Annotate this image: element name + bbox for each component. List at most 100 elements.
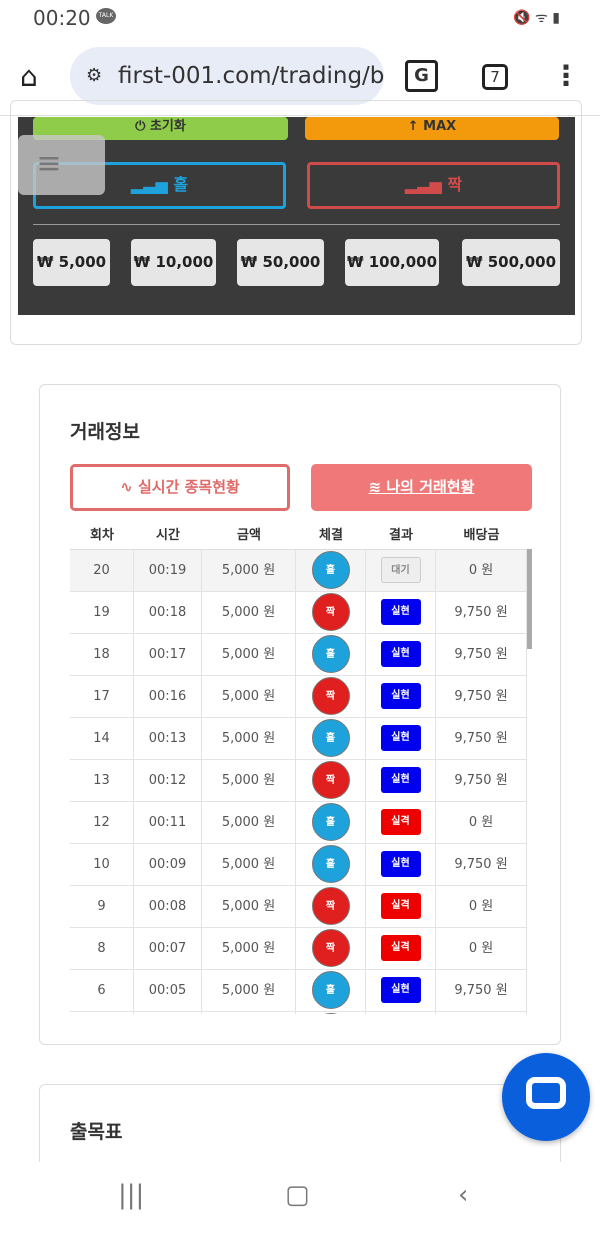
result-badge: 실현 <box>380 767 421 793</box>
divider <box>33 224 560 225</box>
cell: 9,750 원 <box>436 634 527 675</box>
cell: 18 <box>70 634 134 675</box>
cell: 대기 <box>366 550 436 591</box>
table-row: 13 00:12 5,000 원 짝 실현 9,750 원 <box>70 760 527 802</box>
cell: 12 <box>70 802 134 843</box>
cell: 00:05 <box>134 970 202 1011</box>
tab-my-trades[interactable]: ≋ 나의 거래현황 <box>311 464 532 511</box>
cell: 0 원 <box>436 802 527 843</box>
pick-badge: 홀 <box>311 551 350 589</box>
cell: 5,000 원 <box>202 718 296 759</box>
cell: 5,000 원 <box>202 886 296 927</box>
table-scrollbar[interactable] <box>527 549 532 649</box>
cell: 실현 <box>366 718 436 759</box>
table-row: 12 00:11 5,000 원 홀 실격 0 원 <box>70 802 527 844</box>
reset-button[interactable]: ⏻ 초기화 <box>33 117 288 140</box>
column-header: 체결 <box>319 528 343 543</box>
cell: 실현 <box>366 844 436 885</box>
amount-100000-button[interactable]: ₩ 100,000 <box>345 239 439 286</box>
column-header: 배당금 <box>463 528 500 543</box>
cell: 실현 <box>366 634 436 675</box>
table-row: 18 00:17 5,000 원 홀 실현 9,750 원 <box>70 634 527 676</box>
pick-badge: 홀 <box>311 719 350 757</box>
cell: 홀 <box>296 970 366 1011</box>
tab-realtime[interactable]: ∿ 실시간 종목현황 <box>70 464 290 511</box>
cell: 14 <box>70 718 134 759</box>
column-header: 금액 <box>237 528 261 543</box>
cell: 9,750 원 <box>436 718 527 759</box>
cell: 5,000 원 <box>202 928 296 969</box>
cell: 짝 <box>296 676 366 717</box>
column-header: 시간 <box>156 528 180 543</box>
amount-50000-button[interactable]: ₩ 50,000 <box>237 239 324 286</box>
address-bar[interactable]: ⚙ first-001.com/trading/b <box>70 47 384 105</box>
cell: 5,000 원 <box>202 676 296 717</box>
cell: 실격 <box>366 886 436 927</box>
home-icon[interactable]: ⌂ <box>20 60 38 93</box>
cell: 9 <box>70 886 134 927</box>
cell: 홀 <box>296 718 366 759</box>
system-nav-bar: ||| ▢ ‹ <box>0 1162 600 1233</box>
more-menu-icon[interactable]: ⋮ <box>552 59 580 92</box>
pick-badge: 짝 <box>311 593 350 631</box>
cell: 0 원 <box>436 550 527 591</box>
cell: 17 <box>70 676 134 717</box>
site-settings-icon[interactable]: ⚙ <box>86 65 103 86</box>
cell: 짝 <box>296 592 366 633</box>
result-badge: 실격 <box>380 893 421 919</box>
cell: 홀 <box>296 550 366 591</box>
cell: 00:19 <box>134 550 202 591</box>
home-nav-icon[interactable]: ▢ <box>285 1180 310 1210</box>
pick-badge: 짝 <box>311 1013 350 1014</box>
trade-table[interactable]: 20 00:19 5,000 원 홀 대기 0 원 19 00:18 5,000 원 짝 실현 9,7… <box>70 549 527 1014</box>
url-text: first-001.com/trading/b <box>118 63 384 89</box>
result-badge: 실현 <box>380 683 421 709</box>
cell: 9,750 원 <box>436 760 527 801</box>
column-header: 회차 <box>90 528 114 543</box>
cell: 실격 <box>366 928 436 969</box>
cell: 짝 <box>296 1012 366 1014</box>
amount-500000-button[interactable]: ₩ 500,000 <box>462 239 560 286</box>
table-row: 20 00:19 5,000 원 홀 대기 0 원 <box>70 550 527 592</box>
translate-icon[interactable]: G <box>405 60 438 92</box>
cell: 짝 <box>296 886 366 927</box>
recents-icon[interactable]: ||| <box>118 1180 145 1210</box>
section-title: 출목표 <box>70 1121 123 1143</box>
odd-label: 홀 <box>173 175 189 194</box>
amount-5000-button[interactable]: ₩ 5,000 <box>33 239 110 286</box>
cell <box>70 1012 134 1014</box>
cell: 짝 <box>296 760 366 801</box>
tab-my-trades-label: 나의 거래현황 <box>386 478 475 496</box>
browser-toolbar: ⌂ ⚙ first-001.com/trading/b G 7 ⋮ <box>0 38 600 116</box>
table-row: 19 00:18 5,000 원 짝 실현 9,750 원 <box>70 592 527 634</box>
floating-menu-button[interactable]: ≡ <box>18 135 105 195</box>
cell: 실현 <box>366 592 436 633</box>
kakaotalk-icon: TALK <box>96 8 116 24</box>
cell: 6 <box>70 970 134 1011</box>
cell: 00:16 <box>134 676 202 717</box>
cell: 00:09 <box>134 844 202 885</box>
tab-count-button[interactable]: 7 <box>482 64 508 90</box>
clock: 00:20 <box>33 6 91 30</box>
cell: 5,000 원 <box>202 760 296 801</box>
max-button[interactable]: ↑ MAX <box>305 117 559 140</box>
table-row: 10 00:09 5,000 원 홀 실현 9,750 원 <box>70 844 527 886</box>
result-badge: 실현 <box>380 725 421 751</box>
table-row: 14 00:13 5,000 원 홀 실현 9,750 원 <box>70 718 527 760</box>
cell: 0 원 <box>436 886 527 927</box>
cell: 5,000 원 <box>202 844 296 885</box>
pick-badge: 짝 <box>311 761 350 799</box>
chat-button[interactable] <box>502 1053 590 1141</box>
back-icon[interactable]: ‹ <box>458 1180 469 1210</box>
cell: 홀 <box>296 844 366 885</box>
result-badge: 실현 <box>380 851 421 877</box>
table-row: 9 00:08 5,000 원 짝 실격 0 원 <box>70 886 527 928</box>
tab-realtime-label: 실시간 종목현황 <box>137 478 240 496</box>
cell: 실현 <box>366 676 436 717</box>
pick-badge: 홀 <box>311 803 350 841</box>
pick-badge: 짝 <box>311 929 350 967</box>
signal-icon: ▂▃▅ <box>404 175 448 194</box>
even-button[interactable]: ▂▃▅ 짝 <box>307 162 560 209</box>
amount-10000-button[interactable]: ₩ 10,000 <box>131 239 216 286</box>
cell: 실현 <box>366 970 436 1011</box>
